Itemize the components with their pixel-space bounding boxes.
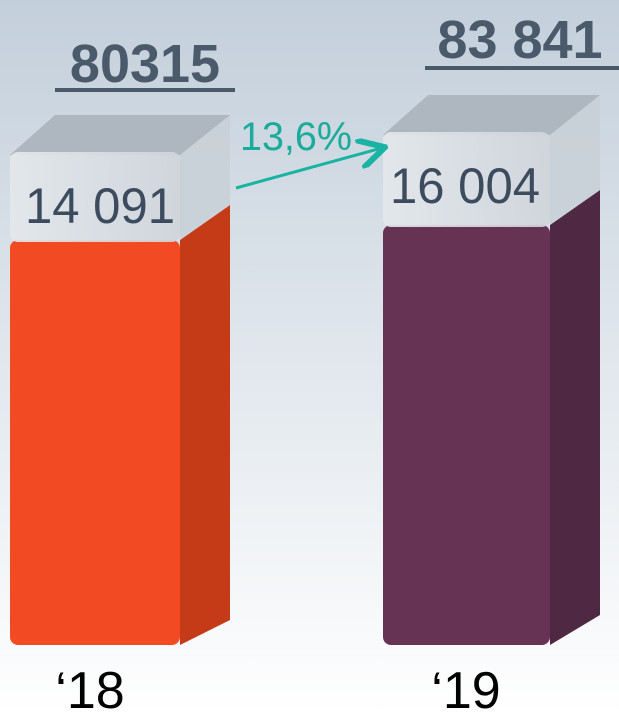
cap-side	[550, 95, 600, 225]
cap-front	[383, 132, 550, 227]
total-label: 83 841	[437, 10, 602, 70]
cap-side	[180, 115, 230, 240]
bar-side	[180, 205, 230, 645]
total-label: 80315	[70, 34, 220, 94]
bar-front	[10, 240, 180, 645]
bar-front	[383, 225, 550, 645]
growth-arrow	[235, 148, 382, 190]
cap-top	[10, 115, 230, 155]
bar-side	[550, 190, 600, 645]
growth-label: 13,6%	[240, 115, 352, 159]
cap-front	[10, 152, 180, 242]
year-label: ‘18	[55, 662, 124, 715]
cap-top	[383, 95, 600, 135]
segment-label: 16 004	[390, 158, 540, 214]
year-label: ‘19	[431, 662, 500, 715]
bar-2019	[383, 95, 600, 645]
segment-label: 14 091	[25, 178, 175, 234]
bar-2018	[10, 115, 230, 645]
